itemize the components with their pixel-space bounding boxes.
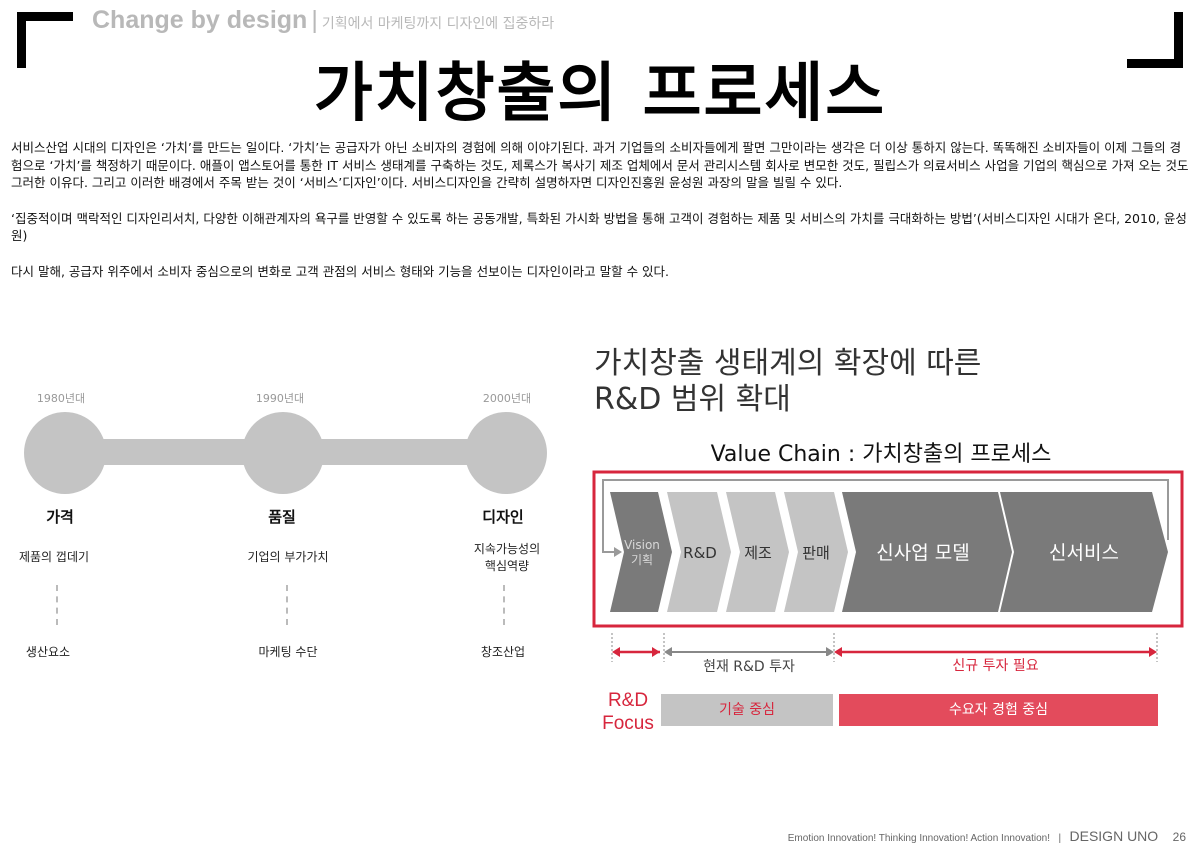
timeline-outcome: 생산요소 (25, 645, 71, 659)
header-subtitle: 기획에서 마케팅까지 디자인에 집중하라 (321, 16, 555, 32)
timeline-desc: 지속가능성의 핵심역량 (473, 542, 541, 573)
page-number: 26 (1172, 830, 1186, 844)
timeline-name: 품질 (268, 508, 296, 526)
timeline-connector (286, 585, 288, 625)
timeline-desc: 제품의 껍데기 (18, 550, 90, 564)
timeline-name: 가격 (46, 508, 74, 526)
chain-label-vision-sub: 기획 (631, 553, 653, 567)
value-chain-frame (592, 470, 1184, 628)
timeline-outcome: 창조산업 (480, 645, 526, 659)
chain-step-rnd (667, 492, 731, 612)
chain-label-manufacture: 제조 (744, 544, 772, 562)
chain-label-new-service: 신서비스 (1049, 542, 1119, 564)
focus-line: R&D (607, 690, 649, 711)
timeline-year: 1980년대 (36, 392, 86, 405)
focus-user-box: 수요자 경험 중심 (839, 694, 1158, 726)
paragraph: 다시 말해, 공급자 위주에서 소비자 중심으로의 변화로 고객 관점의 서비스… (11, 263, 670, 279)
chain-label-sales: 판매 (802, 544, 830, 562)
chain-step-new-service (1000, 492, 1168, 612)
timeline-year: 1990년대 (255, 392, 305, 405)
timeline-connector (503, 585, 505, 625)
chain-label-vision: Vision (624, 538, 660, 552)
body-text: 서비스산업 시대의 디자인은 ‘가치’를 만드는 일이다. ‘가치’는 공급자가… (11, 139, 1191, 298)
chain-label-new-business: 신사업 모델 (876, 542, 969, 564)
timeline-node (24, 412, 106, 494)
corner-bracket-top-right-vertical (1174, 12, 1183, 68)
header-line: Change by design | 기획에서 마케팅까지 디자인에 집중하라 (92, 6, 554, 35)
new-investment-label: 신규 투자 필요 (952, 658, 1039, 674)
timeline-year: 2000년대 (482, 392, 532, 405)
feedback-loop-arrow (614, 547, 622, 557)
header-brand: Change by design (92, 6, 308, 34)
range-arrow-head (612, 647, 620, 657)
chain-step-vision (610, 492, 672, 612)
paragraph: 서비스산업 시대의 디자인은 ‘가치’를 만드는 일이다. ‘가치’는 공급자가… (11, 140, 1189, 190)
focus-line: Focus (602, 713, 654, 734)
timeline-desc: 기업의 부가가치 (247, 550, 329, 564)
feedback-loop-line (602, 479, 1169, 553)
current-investment-label: 현재 R&D 투자 (668, 656, 830, 676)
footer-brand: DESIGN UNO (1069, 828, 1159, 844)
diagram-title-line: 가치창출 생태계의 확장에 따른 (594, 346, 982, 381)
corner-bracket-top-left-vertical (17, 12, 26, 68)
footer-separator: | (1058, 833, 1062, 844)
chain-step-new-business (842, 492, 1012, 612)
chain-step-sales (784, 492, 848, 612)
chain-step-manufacture (726, 492, 789, 612)
paragraph: ‘집중적이며 맥락적인 디자인리서치, 다양한 이해관계자의 욕구를 반영할 수… (11, 210, 1187, 244)
diagram-title: 가치창출 생태계의 확장에 따른 R&D 범위 확대 (594, 346, 1054, 418)
chain-label-rnd: R&D (683, 544, 717, 562)
header-separator: | (311, 6, 318, 34)
footer: Emotion Innovation! Thinking Innovation!… (788, 828, 1186, 846)
timeline-node (465, 412, 547, 494)
timeline-connector (56, 585, 58, 625)
focus-tech-box: 기술 중심 (661, 694, 833, 726)
page-title: 가치창출의 프로세스 (313, 57, 887, 131)
rnd-focus-label: R&D Focus (592, 689, 664, 735)
value-chain-title: Value Chain : 가치창출의 프로세스 (710, 442, 1052, 467)
timeline-outcome: 마케팅 수단 (258, 645, 318, 659)
timeline-node (242, 412, 324, 494)
corner-bracket-top-right (1127, 59, 1183, 68)
timeline-name: 디자인 (482, 508, 524, 526)
range-arrow-head (652, 647, 660, 657)
diagram-title-line: R&D 범위 확대 (594, 382, 791, 417)
corner-bracket-top-left (17, 12, 73, 21)
footer-slogan: Emotion Innovation! Thinking Innovation!… (787, 833, 1050, 844)
